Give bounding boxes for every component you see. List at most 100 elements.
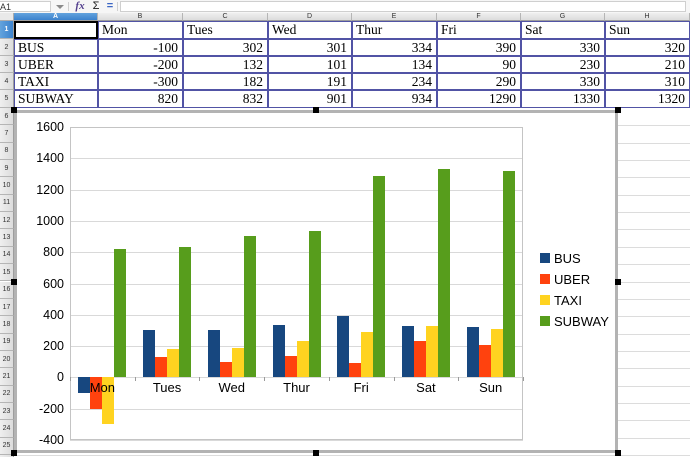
bar-uber-sat[interactable]	[413, 341, 426, 378]
cell-E2[interactable]: 334	[352, 39, 437, 56]
legend-item-taxi[interactable]: TAXI	[540, 293, 582, 308]
row-header-5[interactable]: 5	[0, 90, 14, 108]
cell-G4[interactable]: 330	[521, 73, 605, 90]
row-header-2[interactable]: 2	[0, 39, 14, 56]
row-header-3[interactable]: 3	[0, 56, 14, 73]
cell-E3[interactable]: 134	[352, 56, 437, 73]
cell-F4[interactable]: 290	[437, 73, 521, 90]
bar-taxi-fri[interactable]	[361, 332, 374, 378]
row-header-25[interactable]: 25	[0, 437, 14, 455]
cell-G1[interactable]: Sat	[521, 21, 605, 39]
cell-F3[interactable]: 90	[437, 56, 521, 73]
cell-G5[interactable]: 1330	[521, 90, 605, 108]
select-all-corner[interactable]	[0, 13, 14, 21]
cell-D4[interactable]: 191	[268, 73, 352, 90]
bar-uber-fri[interactable]	[349, 363, 362, 378]
row-header-7[interactable]: 7	[0, 125, 14, 143]
cell-G2[interactable]: 330	[521, 39, 605, 56]
bar-bus-fri[interactable]	[337, 316, 350, 378]
cell-A3[interactable]: UBER	[14, 56, 98, 73]
bar-subway-sun[interactable]	[502, 170, 515, 378]
bar-subway-sat[interactable]	[437, 169, 450, 378]
row-header-16[interactable]: 16	[0, 281, 14, 299]
column-header-e[interactable]: E	[352, 13, 437, 21]
row-header-8[interactable]: 8	[0, 142, 14, 161]
equals-icon[interactable]: =	[106, 0, 114, 12]
bar-subway-fri[interactable]	[373, 175, 386, 378]
cell-H5[interactable]: 1320	[605, 90, 690, 108]
row-header-9[interactable]: 9	[0, 160, 14, 178]
cell-G3[interactable]: 230	[521, 56, 605, 73]
bar-bus-wed[interactable]	[207, 330, 220, 378]
column-header-g[interactable]: G	[521, 13, 605, 21]
selection-handle[interactable]	[313, 107, 319, 113]
bar-subway-tues[interactable]	[179, 247, 192, 378]
selection-handle[interactable]	[11, 450, 17, 456]
row-header-13[interactable]: 13	[0, 229, 14, 247]
column-header-c[interactable]: C	[183, 13, 268, 21]
bar-bus-thur[interactable]	[272, 325, 285, 378]
bar-uber-thur[interactable]	[284, 356, 297, 378]
cell-F2[interactable]: 390	[437, 39, 521, 56]
bar-subway-mon[interactable]	[114, 249, 127, 378]
row-header-18[interactable]: 18	[0, 316, 14, 334]
cell-F1[interactable]: Fri	[437, 21, 521, 39]
cell-H4[interactable]: 310	[605, 73, 690, 90]
cell-B3[interactable]: -200	[98, 56, 183, 73]
row-header-24[interactable]: 24	[0, 420, 14, 438]
cell-C1[interactable]: Tues	[183, 21, 268, 39]
row-header-6[interactable]: 6	[0, 108, 14, 126]
selection-handle[interactable]	[615, 107, 621, 113]
column-header-b[interactable]: B	[98, 13, 183, 21]
row-header-21[interactable]: 21	[0, 368, 14, 386]
bar-taxi-mon[interactable]	[102, 377, 115, 425]
row-header-1[interactable]: 1	[0, 21, 14, 39]
bar-taxi-thur[interactable]	[296, 340, 309, 378]
cell-E5[interactable]: 934	[352, 90, 437, 108]
cell-B2[interactable]: -100	[98, 39, 183, 56]
row-header-26[interactable]: 26	[0, 455, 14, 457]
bar-subway-thur[interactable]	[308, 231, 321, 378]
cell-A2[interactable]: BUS	[14, 39, 98, 56]
column-header-d[interactable]: D	[268, 13, 352, 21]
row-header-15[interactable]: 15	[0, 264, 14, 282]
cell-H1[interactable]: Sun	[605, 21, 690, 39]
bar-uber-wed[interactable]	[219, 361, 232, 378]
bar-subway-wed[interactable]	[243, 236, 256, 378]
row-header-19[interactable]: 19	[0, 333, 14, 351]
legend-item-uber[interactable]: UBER	[540, 272, 590, 287]
row-header-17[interactable]: 17	[0, 298, 14, 317]
selection-handle[interactable]	[11, 278, 17, 285]
bar-taxi-wed[interactable]	[231, 347, 244, 378]
cell-D1[interactable]: Wed	[268, 21, 352, 39]
bar-bus-tues[interactable]	[143, 330, 156, 378]
selection-handle[interactable]	[11, 107, 17, 113]
row-header-14[interactable]: 14	[0, 246, 14, 265]
bar-taxi-sun[interactable]	[490, 328, 503, 378]
cell-C5[interactable]: 832	[183, 90, 268, 108]
cell-D5[interactable]: 901	[268, 90, 352, 108]
legend-item-subway[interactable]: SUBWAY	[540, 314, 609, 329]
column-header-a[interactable]: A	[14, 13, 98, 21]
name-box[interactable]: A1	[0, 1, 51, 12]
bar-uber-sun[interactable]	[478, 344, 491, 378]
sum-icon[interactable]: Σ	[92, 0, 100, 12]
cell-A4[interactable]: TAXI	[14, 73, 98, 90]
column-header-f[interactable]: F	[437, 13, 521, 21]
selection-handle[interactable]	[313, 450, 319, 456]
cell-E1[interactable]: Thur	[352, 21, 437, 39]
cell-D2[interactable]: 301	[268, 39, 352, 56]
cell-C3[interactable]: 132	[183, 56, 268, 73]
row-header-22[interactable]: 22	[0, 385, 14, 403]
cell-H3[interactable]: 210	[605, 56, 690, 73]
bar-bus-sat[interactable]	[401, 325, 414, 378]
bar-uber-tues[interactable]	[155, 356, 168, 378]
bar-uber-mon[interactable]	[90, 377, 103, 409]
selection-handle[interactable]	[615, 450, 621, 456]
cell-D3[interactable]: 101	[268, 56, 352, 73]
row-header-23[interactable]: 23	[0, 402, 14, 421]
cell-B1[interactable]: Mon	[98, 21, 183, 39]
function-wizard-icon[interactable]: fx	[75, 0, 85, 12]
row-header-11[interactable]: 11	[0, 194, 14, 213]
chart-object[interactable]: 1600 1400 1200 1000 800 600 400 200 0 -200 -400 Mo…	[14, 110, 618, 453]
